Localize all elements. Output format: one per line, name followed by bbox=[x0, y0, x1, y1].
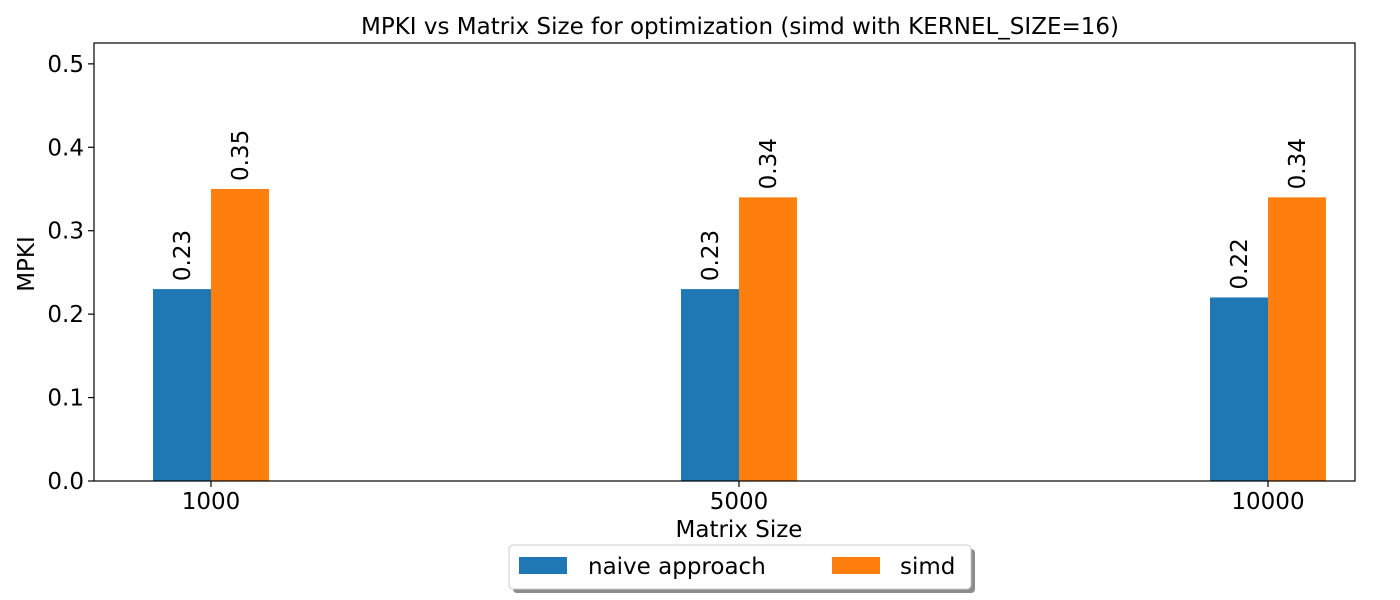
legend[interactable]: naive approach simd bbox=[508, 544, 975, 593]
bar-value-label: 0.23 bbox=[698, 230, 724, 281]
bars-layer bbox=[153, 189, 1326, 482]
y-tick-label: 0.5 bbox=[47, 52, 84, 78]
legend-swatch-simd bbox=[832, 557, 880, 574]
y-axis-label: MPKI bbox=[14, 236, 40, 292]
bar-value-label: 0.23 bbox=[170, 230, 196, 281]
y-tick-label: 0.0 bbox=[47, 469, 84, 495]
bar-value-label: 0.35 bbox=[228, 130, 254, 181]
legend-frame bbox=[508, 544, 972, 590]
bar-naive-approach-1000 bbox=[153, 289, 211, 481]
x-tick-label: 10000 bbox=[1231, 489, 1304, 515]
x-axis-label: Matrix Size bbox=[676, 517, 803, 543]
bar-value-label: 0.34 bbox=[756, 138, 782, 189]
legend-label-naive-approach: naive approach bbox=[588, 554, 766, 580]
x-tick-label: 1000 bbox=[182, 489, 241, 515]
bar-value-label: 0.22 bbox=[1227, 238, 1253, 289]
legend-swatch-naive-approach bbox=[519, 557, 567, 574]
x-axis-ticks: 1000 5000 10000 bbox=[182, 481, 1305, 515]
bar-simd-5000 bbox=[739, 197, 797, 482]
chart-title: MPKI vs Matrix Size for optimization (si… bbox=[361, 14, 1119, 40]
y-tick-label: 0.4 bbox=[47, 135, 84, 161]
y-tick-label: 0.3 bbox=[47, 219, 84, 245]
y-tick-label: 0.2 bbox=[47, 302, 84, 328]
y-axis-ticks: 0.0 0.1 0.2 0.3 0.4 0.5 bbox=[47, 52, 94, 495]
bar-simd-10000 bbox=[1268, 197, 1326, 482]
legend-label-simd: simd bbox=[900, 554, 955, 580]
bar-simd-1000 bbox=[211, 189, 269, 481]
bar-labels-layer: 0.23 0.23 0.22 0.35 0.34 0.34 bbox=[170, 130, 1311, 290]
bar-naive-approach-10000 bbox=[1210, 297, 1268, 481]
bar-value-label: 0.34 bbox=[1285, 138, 1311, 189]
bar-naive-approach-5000 bbox=[681, 289, 739, 481]
x-tick-label: 5000 bbox=[710, 489, 769, 515]
y-tick-label: 0.1 bbox=[47, 386, 84, 412]
plot-frame bbox=[93, 42, 1356, 482]
